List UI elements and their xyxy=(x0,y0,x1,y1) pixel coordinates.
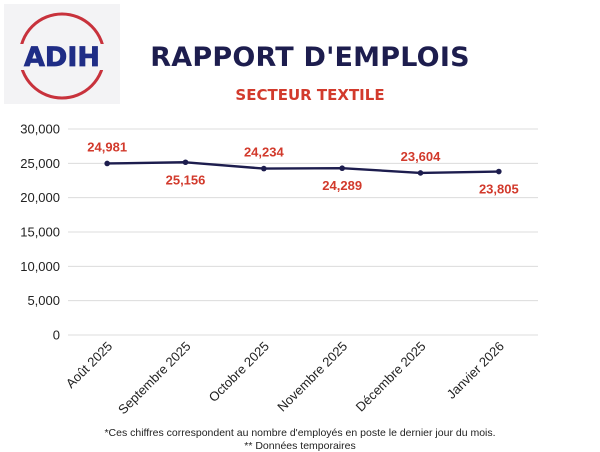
data-label: 23,805 xyxy=(479,182,519,197)
x-tick-label: Octobre 2025 xyxy=(206,339,272,405)
x-tick-label: Novembre 2025 xyxy=(274,339,350,415)
x-tick-label: Janvier 2026 xyxy=(444,339,507,402)
data-point xyxy=(339,165,345,172)
x-axis-ticks: Août 2025 Septembre 2025 Octobre 2025 Novem… xyxy=(63,339,507,418)
adih-logo: ADIH xyxy=(4,4,120,104)
data-label: 24,981 xyxy=(87,139,127,154)
y-tick-label: 15,000 xyxy=(20,225,60,240)
data-point xyxy=(261,165,267,172)
y-tick-label: 25,000 xyxy=(20,156,60,171)
data-point xyxy=(182,159,189,166)
data-labels: 24,981 25,156 24,234 24,289 23,604 23,805 xyxy=(87,139,518,196)
series-line xyxy=(107,161,499,175)
x-tick-label: Septembre 2025 xyxy=(115,339,194,418)
y-tick-label: 0 xyxy=(53,328,60,343)
y-tick-label: 30,000 xyxy=(20,122,60,137)
logo-graphic: ADIH xyxy=(4,12,120,100)
page-subtitle: SECTEUR TEXTILE xyxy=(235,86,385,104)
x-tick-label: Août 2025 xyxy=(63,339,116,392)
data-point xyxy=(104,160,110,167)
y-tick-label: 20,000 xyxy=(20,190,60,205)
line-chart: 0 5,000 10,000 15,000 20,000 25,000 30,000 Aoû… xyxy=(20,122,538,418)
data-label: 23,604 xyxy=(401,149,442,164)
chart-grid xyxy=(68,128,538,336)
data-points xyxy=(104,159,502,176)
data-label: 24,289 xyxy=(322,178,362,193)
y-axis-ticks: 0 5,000 10,000 15,000 20,000 25,000 30,000 xyxy=(20,122,60,343)
data-label: 24,234 xyxy=(244,145,285,160)
data-point xyxy=(496,168,502,175)
data-point xyxy=(417,170,424,176)
footnote-definition: *Ces chiffres correspondent au nombre d'… xyxy=(104,427,496,439)
data-label: 25,156 xyxy=(166,172,206,187)
y-tick-label: 5,000 xyxy=(27,293,60,308)
page-title: RAPPORT D'EMPLOIS xyxy=(150,42,470,73)
y-tick-label: 10,000 xyxy=(20,259,60,274)
footnote-temporary: ** Données temporaires xyxy=(244,440,356,452)
logo-text: ADIH xyxy=(24,42,100,73)
x-tick-label: Décembre 2025 xyxy=(353,339,429,415)
